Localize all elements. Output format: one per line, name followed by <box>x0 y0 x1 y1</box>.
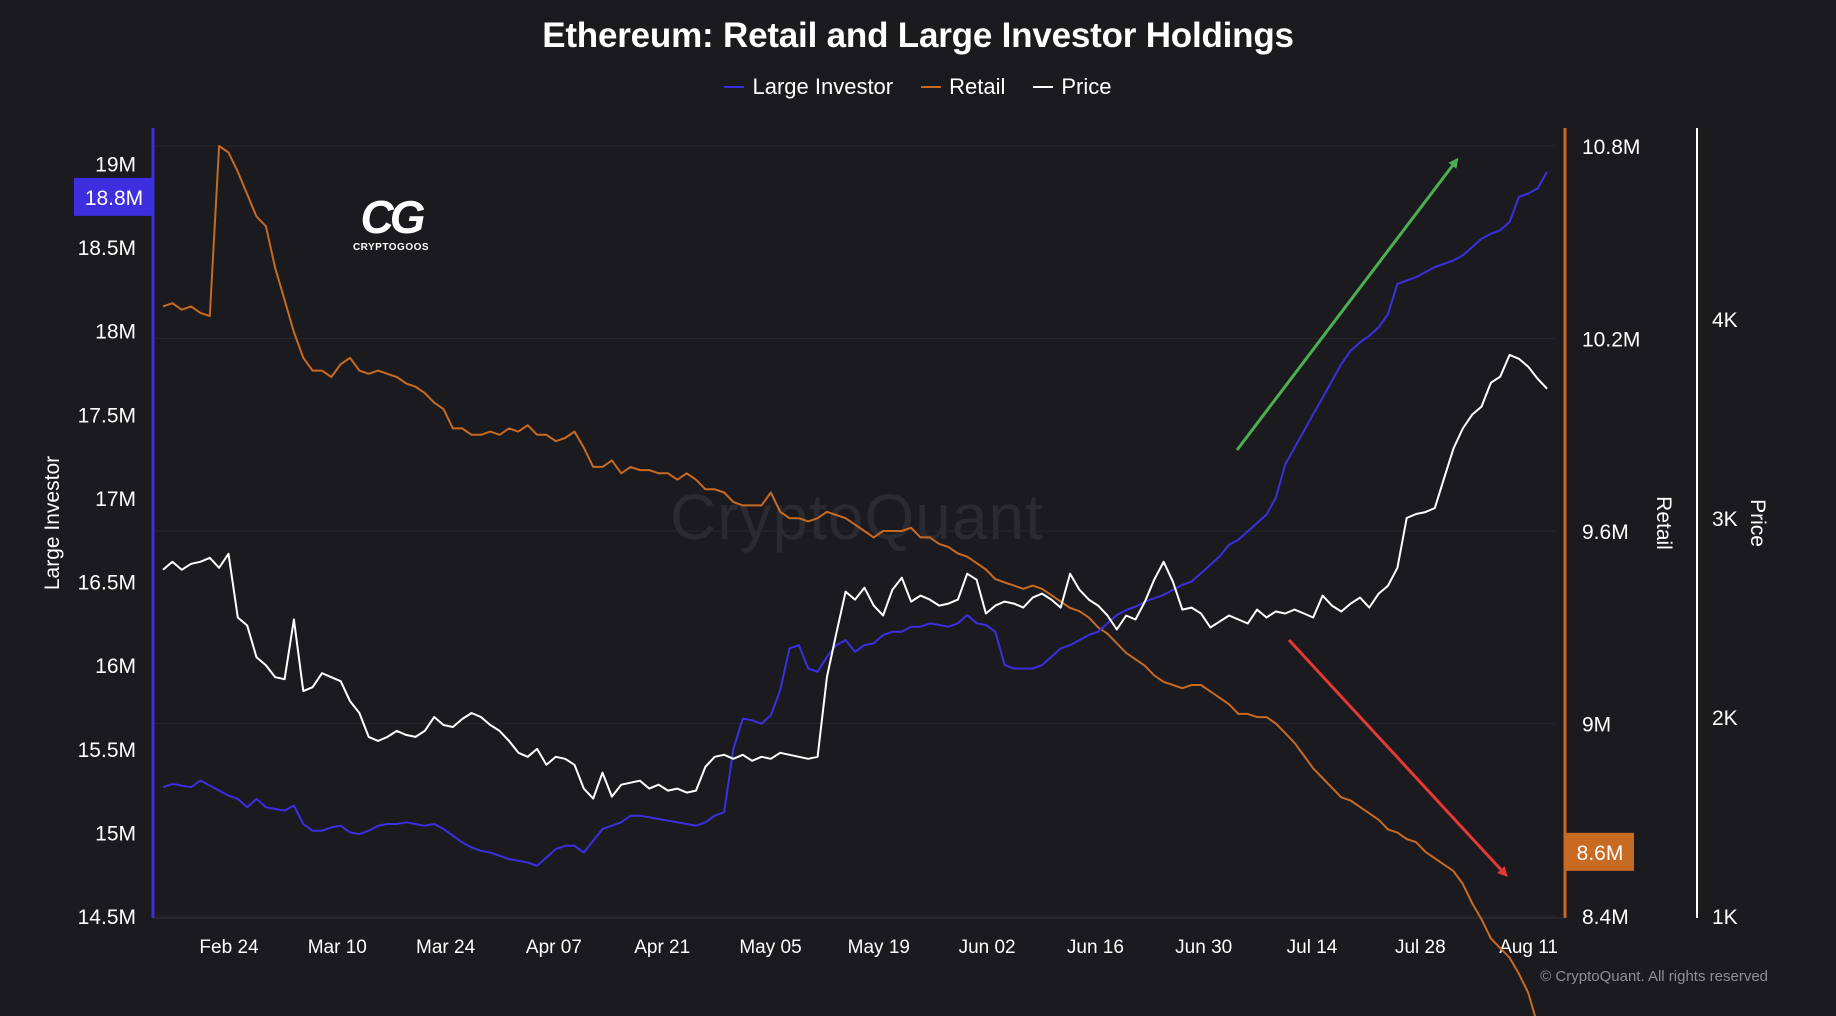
legend-swatch-retail <box>921 86 942 88</box>
x-tick-6: May 19 <box>848 937 910 958</box>
retail-tick-2: 9.6M <box>1582 521 1629 544</box>
large-investor-tick-7: 18M <box>95 321 136 344</box>
large-investor-tick-0: 14.5M <box>78 906 136 929</box>
x-tick-3: Apr 07 <box>526 937 582 958</box>
price-tick-0: 1K <box>1712 906 1738 929</box>
retail-tick-1: 9M <box>1582 714 1611 737</box>
large-investor-tick-1: 15M <box>95 822 136 845</box>
legend: Large Investor Retail Price <box>0 74 1836 100</box>
legend-swatch-price <box>1033 86 1054 88</box>
x-tick-11: Jul 28 <box>1395 937 1446 958</box>
series-line-price <box>162 353 1548 800</box>
x-tick-4: Apr 21 <box>634 937 690 958</box>
retail-current-label: 8.6M <box>1577 842 1624 865</box>
x-tick-1: Mar 10 <box>308 937 367 958</box>
cryptogoos-logo: CG CRYPTOGOOS <box>346 194 436 253</box>
large-investor-tick-2: 15.5M <box>78 739 136 762</box>
large-investor-tick-8: 18.5M <box>78 237 136 260</box>
copyright: © CryptoQuant. All rights reserved <box>1540 968 1768 985</box>
large-investor-axis-title: Large Investor <box>41 456 64 590</box>
retail-tick-0: 8.4M <box>1582 906 1629 929</box>
large-investor-current-label: 18.8M <box>85 187 143 210</box>
chart-title: Ethereum: Retail and Large Investor Hold… <box>542 16 1294 55</box>
retail-axis-title: Retail <box>1652 496 1675 550</box>
large-investor-tick-9: 19M <box>95 153 136 176</box>
x-tick-12: Aug 11 <box>1499 937 1558 958</box>
legend-item-large-investor[interactable]: Large Investor <box>724 74 893 100</box>
series-line-retail <box>162 145 1537 1016</box>
large-investor-tick-5: 17M <box>95 488 136 511</box>
logo-mark: CG <box>360 191 426 243</box>
x-tick-8: Jun 16 <box>1067 937 1124 958</box>
arrow-down-annotation <box>1287 638 1508 877</box>
legend-label-price: Price <box>1061 74 1112 99</box>
x-tick-0: Feb 24 <box>199 937 259 958</box>
legend-label-retail: Retail <box>949 74 1006 99</box>
arrow-up-annotation <box>1235 157 1459 451</box>
price-tick-1: 2K <box>1712 707 1738 730</box>
watermark: CryptoQuant <box>670 481 1044 553</box>
price-tick-3: 4K <box>1712 309 1738 332</box>
legend-swatch-large-investor <box>724 86 745 88</box>
x-tick-10: Jul 14 <box>1287 937 1338 958</box>
large-investor-current-badge <box>74 177 154 216</box>
retail-current-badge <box>1566 832 1634 871</box>
x-tick-9: Jun 30 <box>1175 937 1232 958</box>
series-line-large-investor <box>162 171 1548 867</box>
price-axis-title: Price <box>1746 499 1769 547</box>
retail-tick-3: 10.2M <box>1582 329 1640 352</box>
x-tick-5: May 05 <box>739 937 801 958</box>
retail-tick-4: 10.8M <box>1582 136 1640 159</box>
large-investor-tick-3: 16M <box>95 655 136 678</box>
large-investor-tick-4: 16.5M <box>78 572 136 595</box>
legend-item-price[interactable]: Price <box>1033 74 1112 100</box>
legend-label-large-investor: Large Investor <box>752 74 894 99</box>
x-tick-2: Mar 24 <box>416 937 476 958</box>
logo-text: CRYPTOGOOS <box>352 242 430 253</box>
legend-item-retail[interactable]: Retail <box>921 74 1005 100</box>
price-tick-2: 3K <box>1712 508 1738 531</box>
x-tick-7: Jun 02 <box>959 937 1016 958</box>
large-investor-tick-6: 17.5M <box>78 404 136 427</box>
